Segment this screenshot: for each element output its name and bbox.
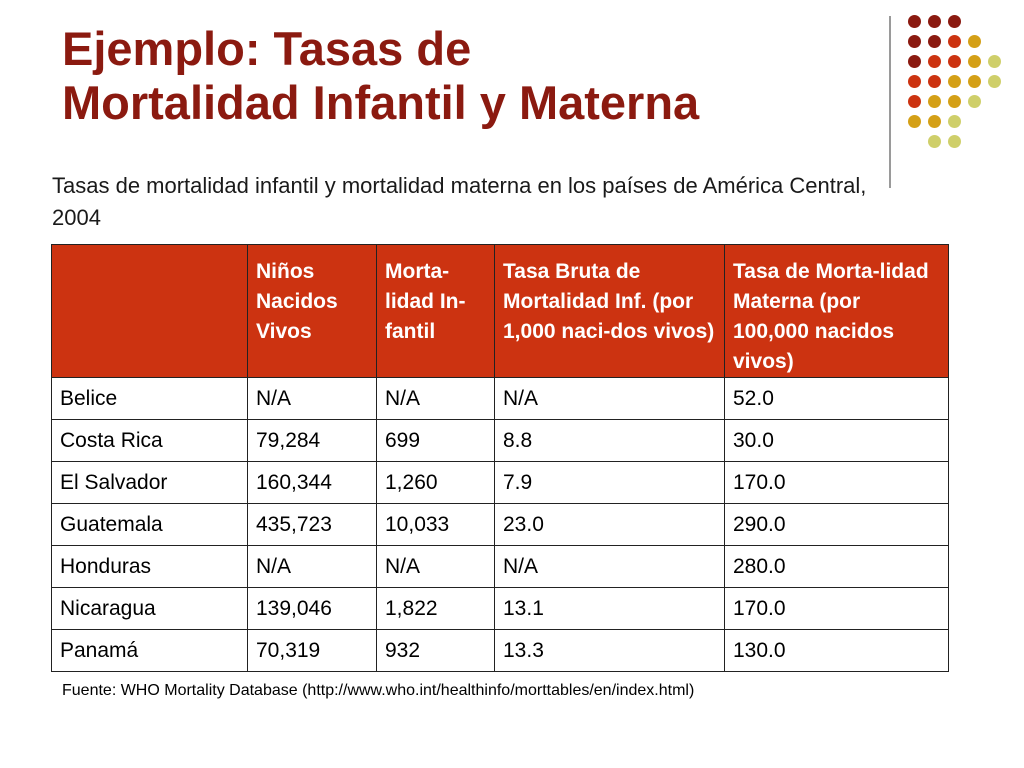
slide-title: Ejemplo: Tasas de Mortalidad Infantil y … <box>62 22 862 130</box>
table-cell: 13.1 <box>494 587 725 630</box>
table-cell: 13.3 <box>494 629 725 672</box>
table-cell: 932 <box>376 629 495 672</box>
header-cell-infant-mortality: Morta-lidad In-fantil <box>376 244 495 378</box>
table-cell: N/A <box>494 377 725 420</box>
table-cell: Honduras <box>51 545 248 588</box>
table-cell: Guatemala <box>51 503 248 546</box>
table-cell: 435,723 <box>247 503 377 546</box>
decorative-dot <box>988 75 1001 88</box>
table-cell: Costa Rica <box>51 419 248 462</box>
source-note: Fuente: WHO Mortality Database (http://w… <box>62 682 695 699</box>
table-cell: 30.0 <box>724 419 949 462</box>
header-cell-country <box>51 244 248 378</box>
table-cell: 280.0 <box>724 545 949 588</box>
decorative-dot <box>948 55 961 68</box>
decorative-dot <box>968 95 981 108</box>
table-cell: 160,344 <box>247 461 377 504</box>
table-header-row: Niños Nacidos Vivos Morta-lidad In-fanti… <box>51 244 949 378</box>
table-row: Nicaragua 139,046 1,822 13.1 170.0 <box>51 587 949 630</box>
decorative-dot <box>928 75 941 88</box>
table-row: Panamá 70,319 932 13.3 130.0 <box>51 629 949 672</box>
decorative-dot <box>928 115 941 128</box>
table-cell: 79,284 <box>247 419 377 462</box>
table-cell: 7.9 <box>494 461 725 504</box>
table-row: Costa Rica 79,284 699 8.8 30.0 <box>51 419 949 462</box>
table-cell: 130.0 <box>724 629 949 672</box>
table-cell: 170.0 <box>724 461 949 504</box>
decorative-dot <box>928 55 941 68</box>
table-cell: 10,033 <box>376 503 495 546</box>
decorative-dot <box>928 35 941 48</box>
table-row: Honduras N/A N/A N/A 280.0 <box>51 545 949 588</box>
table-cell: 170.0 <box>724 587 949 630</box>
table-cell: 699 <box>376 419 495 462</box>
table-row: Guatemala 435,723 10,033 23.0 290.0 <box>51 503 949 546</box>
decorative-dot <box>908 35 921 48</box>
decorative-dot <box>908 75 921 88</box>
slide-title-line-2: Mortalidad Infantil y Materna <box>62 76 700 129</box>
decorative-divider <box>889 16 891 188</box>
header-cell-maternal-mortality-rate: Tasa de Morta-lidad Materna (por 100,000… <box>724 244 949 378</box>
table-cell: 290.0 <box>724 503 949 546</box>
header-cell-infant-mortality-rate: Tasa Bruta de Mortalidad Inf. (por 1,000… <box>494 244 725 378</box>
decorative-dot <box>968 35 981 48</box>
decorative-dot <box>908 95 921 108</box>
decorative-dot <box>948 115 961 128</box>
decorative-dot <box>948 95 961 108</box>
table-cell: 139,046 <box>247 587 377 630</box>
mortality-table: Niños Nacidos Vivos Morta-lidad In-fanti… <box>51 244 949 672</box>
decorative-dot <box>948 15 961 28</box>
decorative-dot <box>988 55 1001 68</box>
table-cell: 8.8 <box>494 419 725 462</box>
slide-title-line-1: Ejemplo: Tasas de <box>62 22 472 75</box>
table-cell: El Salvador <box>51 461 248 504</box>
table-cell: 70,319 <box>247 629 377 672</box>
table-cell: 23.0 <box>494 503 725 546</box>
table-cell: N/A <box>247 377 377 420</box>
decorative-dot-grid <box>908 13 1012 163</box>
header-cell-live-births: Niños Nacidos Vivos <box>247 244 377 378</box>
table-cell: Panamá <box>51 629 248 672</box>
decorative-dot <box>968 55 981 68</box>
table-cell: 52.0 <box>724 377 949 420</box>
table-cell: N/A <box>376 545 495 588</box>
decorative-dot <box>928 135 941 148</box>
table-cell: 1,260 <box>376 461 495 504</box>
table-row: El Salvador 160,344 1,260 7.9 170.0 <box>51 461 949 504</box>
decorative-dot <box>968 75 981 88</box>
decorative-dot <box>908 115 921 128</box>
table-cell: Nicaragua <box>51 587 248 630</box>
table-cell: 1,822 <box>376 587 495 630</box>
table-caption: Tasas de mortalidad infantil y mortalida… <box>52 173 867 230</box>
decorative-dot <box>948 75 961 88</box>
table-cell: N/A <box>247 545 377 588</box>
decorative-dot <box>928 95 941 108</box>
table-cell: N/A <box>376 377 495 420</box>
table-cell: Belice <box>51 377 248 420</box>
decorative-dot <box>908 15 921 28</box>
decorative-dot <box>948 135 961 148</box>
decorative-dot <box>928 15 941 28</box>
decorative-dot <box>908 55 921 68</box>
table-row: Belice N/A N/A N/A 52.0 <box>51 377 949 420</box>
table-cell: N/A <box>494 545 725 588</box>
decorative-dot <box>948 35 961 48</box>
